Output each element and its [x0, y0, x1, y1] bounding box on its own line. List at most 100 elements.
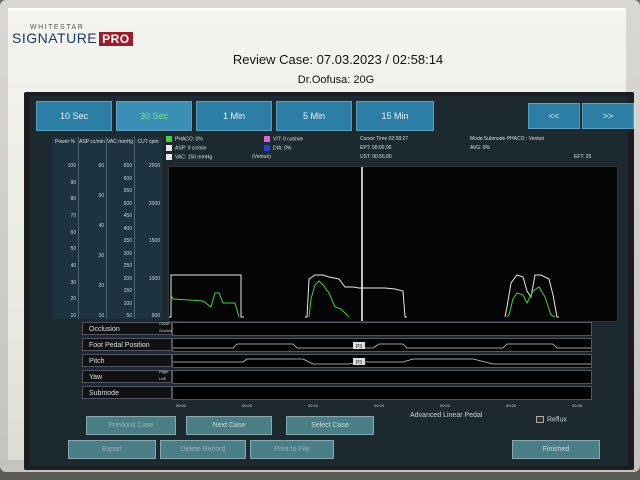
status-vit-text: VIT: 0 cut/min: [273, 136, 304, 143]
asp-tick: 50: [98, 193, 104, 199]
power-tick: 90: [70, 179, 76, 186]
status-asp: ASP: 0 cc/min: [166, 145, 206, 151]
pedal-marker-1-box: [353, 342, 365, 349]
vac-tick: 350: [123, 238, 132, 244]
submode-track: [172, 386, 592, 400]
vac-tick: 500: [123, 200, 132, 207]
export-button[interactable]: Export: [68, 440, 156, 459]
x-tick: 00:15: [374, 403, 385, 408]
phaco-trace-2: [308, 280, 350, 318]
occlusion-side-top: CASE: [159, 321, 170, 326]
x-tick: 00:30: [572, 403, 583, 408]
tab-15-min[interactable]: 15 Min: [356, 101, 434, 131]
reflux-label: Reflux: [547, 416, 567, 424]
power-scale: Power % 100 90 80 70 60 50 40 30 20 10: [52, 137, 79, 319]
dia-swatch: [264, 145, 270, 151]
vac-tick: 100: [123, 300, 132, 307]
brand-name: SIGNATURE: [12, 30, 98, 46]
vac-swatch: [166, 154, 172, 160]
vac-tick: 300: [123, 250, 132, 257]
vac-scale-head: VAC mmHg: [106, 139, 134, 145]
asp-tick: 60: [98, 163, 104, 169]
status-dia: DIA: 0%: [264, 145, 291, 151]
submode-label: Submode: [82, 386, 172, 399]
foot-pedal-label: Foot Pedal Position: [82, 338, 172, 351]
x-tick: 00:00: [176, 403, 187, 408]
delete-record-button[interactable]: Delete Record: [160, 440, 246, 459]
asp-scale: ASP cc/min 60 50 40 30 20 10: [78, 137, 107, 319]
tab-1-min[interactable]: 1 Min: [196, 101, 272, 131]
eft-readout: EFT: 25: [574, 154, 592, 160]
x-tick: 00:10: [308, 403, 319, 408]
waveform-graph[interactable]: [168, 166, 618, 322]
power-tick: 40: [70, 263, 76, 269]
x-tick: 00:05: [242, 403, 253, 408]
prev-page-button[interactable]: <<: [528, 103, 580, 129]
yaw-side-bottom: Left: [159, 376, 166, 381]
cut-scale: CUT cpm 2500 2000 1500 1000 500: [134, 137, 162, 319]
brand-line1: WHITESTAR: [30, 24, 85, 31]
vac-trace-3: [504, 274, 559, 318]
previous-case-button[interactable]: Previous Case: [86, 416, 176, 435]
foot-pedal-svg: P3: [173, 342, 591, 350]
tab-30-sec[interactable]: 30 Sec: [116, 101, 192, 131]
mode-readout: Mode:Submode PHACO : Venturi: [470, 136, 545, 142]
brand-pro-badge: PRO: [99, 32, 133, 46]
foot-pedal-trace: [173, 343, 591, 349]
power-tick: 50: [70, 246, 76, 253]
finished-button[interactable]: Finished: [512, 440, 600, 459]
occlusion-label: Occlusion: [82, 322, 172, 335]
next-page-button[interactable]: >>: [582, 103, 634, 129]
vac-tick: 50: [126, 313, 132, 319]
cut-tick: 1000: [148, 275, 160, 282]
vac-tick: 450: [123, 213, 132, 219]
tab-10-sec[interactable]: 10 Sec: [36, 101, 112, 131]
reflux-indicator: Reflux: [536, 416, 567, 423]
vac-tick: 400: [123, 225, 132, 232]
axis-scales: Power % 100 90 80 70 60 50 40 30 20 10 ASP cc/min…: [52, 137, 162, 319]
cut-tick: 2500: [148, 163, 160, 169]
vit-swatch: [264, 136, 270, 142]
ust-readout: UST: 00:56.80: [360, 154, 392, 160]
waveform-svg: [169, 167, 559, 321]
next-case-button[interactable]: Next Case: [186, 416, 272, 435]
vac-tick: 150: [123, 288, 132, 294]
asp-swatch: [166, 145, 172, 151]
phaco-trace-1: [170, 292, 240, 318]
vac-tick: 200: [123, 275, 132, 282]
pitch-trace: [173, 358, 591, 365]
cut-scale-head: CUT cpm: [137, 139, 159, 145]
vac-trace-1: [169, 274, 244, 318]
power-tick: 70: [70, 213, 76, 219]
power-tick: 60: [70, 229, 76, 236]
status-venturi: (Venturi): [252, 154, 271, 160]
cut-tick: 500: [151, 313, 160, 319]
pedal-marker-1: P3: [356, 344, 362, 350]
status-vit: VIT: 0 cut/min: [264, 136, 303, 142]
x-tick: 00:20: [440, 403, 451, 408]
status-dia-text: DIA: 0%: [273, 145, 292, 152]
asp-tick: 40: [98, 223, 104, 229]
brand-line2: SIGNATURE PRO: [12, 30, 133, 46]
asp-tick: 20: [98, 283, 104, 289]
select-case-button[interactable]: Select Case: [286, 416, 374, 435]
vac-tick: 550: [123, 188, 132, 194]
asp-scale-head: ASP cc/min: [79, 139, 105, 145]
status-phaco-text: PHACO: 0%: [175, 136, 203, 143]
status-asp-text: ASP: 0 cc/min: [175, 145, 207, 152]
vac-tick: 650: [123, 163, 132, 169]
vac-tick: 600: [123, 175, 132, 182]
pedal-mode-label: Advanced Linear Pedal: [410, 412, 483, 419]
power-tick: 80: [70, 196, 76, 203]
tab-5-min[interactable]: 5 Min: [276, 101, 352, 131]
power-tick: 10: [70, 313, 76, 319]
brand-logo: WHITESTAR SIGNATURE PRO: [12, 24, 133, 46]
avg-readout: AVG: 8%: [470, 145, 491, 151]
cut-tick: 2000: [148, 200, 160, 207]
print-to-file-button[interactable]: Print to File: [250, 440, 334, 459]
asp-tick: 30: [98, 253, 104, 259]
pedal-marker-2: P3: [356, 360, 362, 366]
reflux-box: [536, 416, 544, 423]
phaco-trace-3: [506, 286, 556, 318]
vac-trace-2: [305, 274, 407, 318]
